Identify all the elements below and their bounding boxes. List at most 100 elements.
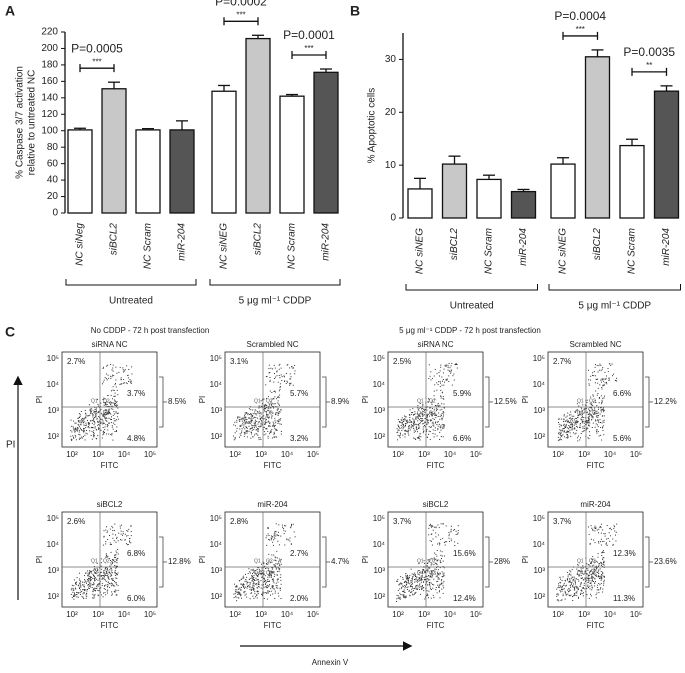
bar bbox=[245, 37, 271, 214]
event-texture bbox=[70, 363, 133, 441]
y-tick-label: 10⁵ bbox=[373, 354, 385, 363]
y-tick-label: 180 bbox=[41, 60, 58, 71]
flow-title: 5 μg ml⁻¹ CDDP - 72 h post transfection bbox=[399, 326, 541, 335]
plot-title: miR-204 bbox=[257, 500, 288, 509]
group-label: 5 μg ml⁻¹ CDDP bbox=[239, 296, 312, 307]
plot-frame bbox=[224, 511, 321, 608]
lr-percent: 12.4% bbox=[453, 594, 476, 603]
y-tick-label: 160 bbox=[41, 76, 58, 87]
significance-bracket bbox=[223, 17, 259, 26]
plot-title: Scrambled NC bbox=[246, 340, 298, 349]
x-tick-label: 10⁴ bbox=[604, 610, 617, 619]
event-texture bbox=[70, 523, 132, 600]
y-tick-label: 220 bbox=[41, 27, 58, 38]
x-tick-label: 10² bbox=[66, 450, 78, 459]
y-tick-label: 140 bbox=[41, 92, 58, 103]
significance-stars: ** bbox=[646, 61, 652, 70]
plot-title: Scrambled NC bbox=[569, 340, 621, 349]
lr-percent: 3.2% bbox=[290, 434, 308, 443]
total-bracket bbox=[645, 536, 653, 588]
quadrant-name: Q1 bbox=[577, 558, 584, 564]
ur-percent: 6.8% bbox=[127, 549, 145, 558]
x-tick-label: NC siNEG bbox=[415, 228, 426, 274]
total-percent: 8.5% bbox=[168, 397, 186, 406]
x-tick-label: 10² bbox=[392, 450, 404, 459]
quadrant-name: Q3 bbox=[429, 410, 436, 416]
y-axis-label: % Apoptotic cells bbox=[367, 88, 378, 164]
p-value: P=0.0005 bbox=[71, 41, 123, 55]
x-tick-label: 10⁵ bbox=[470, 450, 482, 459]
y-tick-label: 10² bbox=[210, 432, 222, 441]
quadrant-name: Q3 bbox=[589, 570, 596, 576]
quadrant-name: Q2 bbox=[103, 558, 110, 564]
total-bracket bbox=[322, 536, 330, 588]
big-y-label: PI bbox=[6, 440, 15, 451]
y-tick-label: 10² bbox=[533, 592, 545, 601]
ur-percent: 12.3% bbox=[613, 549, 636, 558]
x-tick-label: 10⁵ bbox=[630, 450, 642, 459]
panel-letter: C bbox=[5, 324, 15, 340]
plot-frame bbox=[61, 511, 158, 608]
bar bbox=[407, 188, 433, 219]
quadrant-name: Q4 bbox=[577, 410, 584, 416]
x-tick-label: 10² bbox=[229, 450, 241, 459]
y-tick-label: 40 bbox=[47, 175, 59, 186]
lr-percent: 4.8% bbox=[127, 434, 145, 443]
quadrant-name: Q1 bbox=[91, 558, 98, 564]
y-tick-label: 10⁴ bbox=[373, 380, 386, 389]
p-value: P=0.0035 bbox=[623, 45, 675, 59]
total-bracket bbox=[159, 536, 167, 588]
y-axis-label: PI bbox=[198, 396, 207, 404]
ur-percent: 2.7% bbox=[290, 549, 308, 558]
y-tick-label: 10⁵ bbox=[533, 514, 545, 523]
bar bbox=[169, 129, 195, 214]
quadrant-name: Q3 bbox=[266, 410, 273, 416]
x-tick-label: 10⁵ bbox=[307, 610, 319, 619]
ur-percent: 5.9% bbox=[453, 389, 471, 398]
bar bbox=[619, 144, 645, 219]
x-tick-label: 10² bbox=[229, 610, 241, 619]
y-axis-label: PI bbox=[198, 556, 207, 564]
y-tick-label: 10² bbox=[47, 592, 59, 601]
flow-title: No CDDP - 72 h post transfection bbox=[91, 326, 210, 335]
significance-stars: *** bbox=[92, 57, 101, 66]
y-tick-label: 10⁴ bbox=[533, 380, 546, 389]
y-tick-label: 10⁴ bbox=[210, 540, 223, 549]
y-axis-label: relative to untreated NC bbox=[27, 70, 38, 176]
total-percent: 28% bbox=[494, 557, 510, 566]
significance-stars: *** bbox=[304, 44, 313, 53]
x-tick-label: NC Scram bbox=[143, 223, 154, 269]
y-tick-label: 10³ bbox=[47, 566, 59, 575]
x-tick-label: 10³ bbox=[255, 450, 267, 459]
y-axis-label: PI bbox=[521, 556, 530, 564]
quadrant-name: Q4 bbox=[91, 410, 98, 416]
group-label: Untreated bbox=[109, 296, 153, 307]
p-value: P=0.0002 bbox=[215, 0, 267, 8]
x-tick-label: 10³ bbox=[92, 450, 104, 459]
x-tick-label: miR-204 bbox=[661, 228, 672, 266]
lr-percent: 2.0% bbox=[290, 594, 308, 603]
ul-percent: 2.7% bbox=[553, 357, 571, 366]
y-tick-label: 10³ bbox=[533, 566, 545, 575]
y-tick-label: 10⁴ bbox=[373, 540, 386, 549]
x-axis-label: FITC bbox=[101, 461, 119, 470]
quadrant-name: Q4 bbox=[417, 570, 424, 576]
x-tick-label: 10³ bbox=[578, 610, 590, 619]
event-texture bbox=[557, 363, 618, 442]
quadrant-name: Q3 bbox=[103, 570, 110, 576]
quadrant-name: Q1 bbox=[254, 398, 261, 404]
x-tick-label: miR-204 bbox=[518, 228, 529, 266]
quadrant-name: Q3 bbox=[589, 410, 596, 416]
total-bracket bbox=[322, 376, 330, 428]
lr-percent: 5.6% bbox=[613, 434, 631, 443]
quadrant-name: Q1 bbox=[417, 558, 424, 564]
plot-title: miR-204 bbox=[580, 500, 611, 509]
ul-percent: 2.8% bbox=[230, 517, 248, 526]
event-texture bbox=[556, 523, 618, 602]
x-tick-label: NC Scram bbox=[287, 223, 298, 269]
x-tick-label: 10⁵ bbox=[470, 610, 482, 619]
y-tick-label: 10 bbox=[385, 160, 397, 171]
bar bbox=[550, 163, 576, 219]
y-tick-label: 60 bbox=[47, 158, 59, 169]
